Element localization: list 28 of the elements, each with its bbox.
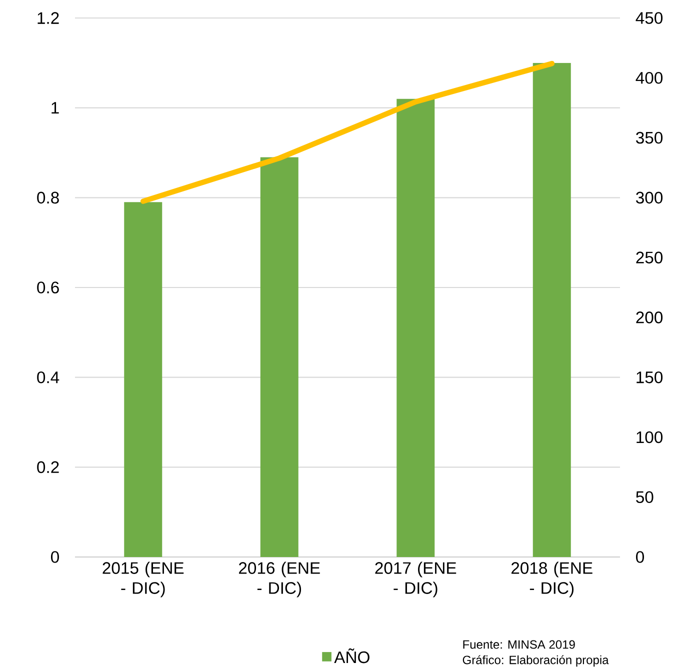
y2-tick-label: 400 xyxy=(636,72,663,84)
bar xyxy=(260,157,298,557)
y2-tick-label: 150 xyxy=(636,371,663,384)
x-tick-label: 2016 (ENE - DIC) xyxy=(238,562,320,598)
y-tick-label: 0.2 xyxy=(37,461,59,474)
source-note: Fuente: MINSA 2019 xyxy=(463,640,575,649)
y2-tick-label: 350 xyxy=(636,132,663,144)
x-tick-label: 2017 (ENE - DIC) xyxy=(375,562,456,598)
y-tick-label: 1 xyxy=(52,102,59,114)
legend-label: AÑO xyxy=(334,648,370,664)
y2-tick-label: 50 xyxy=(636,491,654,504)
y2-tick-label: 450 xyxy=(636,12,663,24)
y2-tick-label: 200 xyxy=(636,312,663,324)
y-tick-label: 0.6 xyxy=(37,282,59,294)
x-tick-label: 2018 (ENE - DIC) xyxy=(511,562,592,598)
y-tick-label: 0.4 xyxy=(37,371,60,384)
y2-tick-label: 0 xyxy=(636,551,644,563)
bar xyxy=(532,62,571,557)
y-tick-label: 0 xyxy=(51,551,59,563)
y-tick-label: 1.2 xyxy=(38,12,59,24)
y2-tick-label: 300 xyxy=(636,192,663,204)
text: Gráfico: Elaboración propia xyxy=(462,655,609,667)
bar xyxy=(396,98,435,557)
x-tick-label: 2015 (ENE - DIC) xyxy=(102,562,184,598)
y2-tick-label: 100 xyxy=(636,431,663,444)
bar xyxy=(124,202,162,557)
y-tick-label: 0.8 xyxy=(37,192,59,204)
y2-tick-label: 250 xyxy=(636,252,663,264)
